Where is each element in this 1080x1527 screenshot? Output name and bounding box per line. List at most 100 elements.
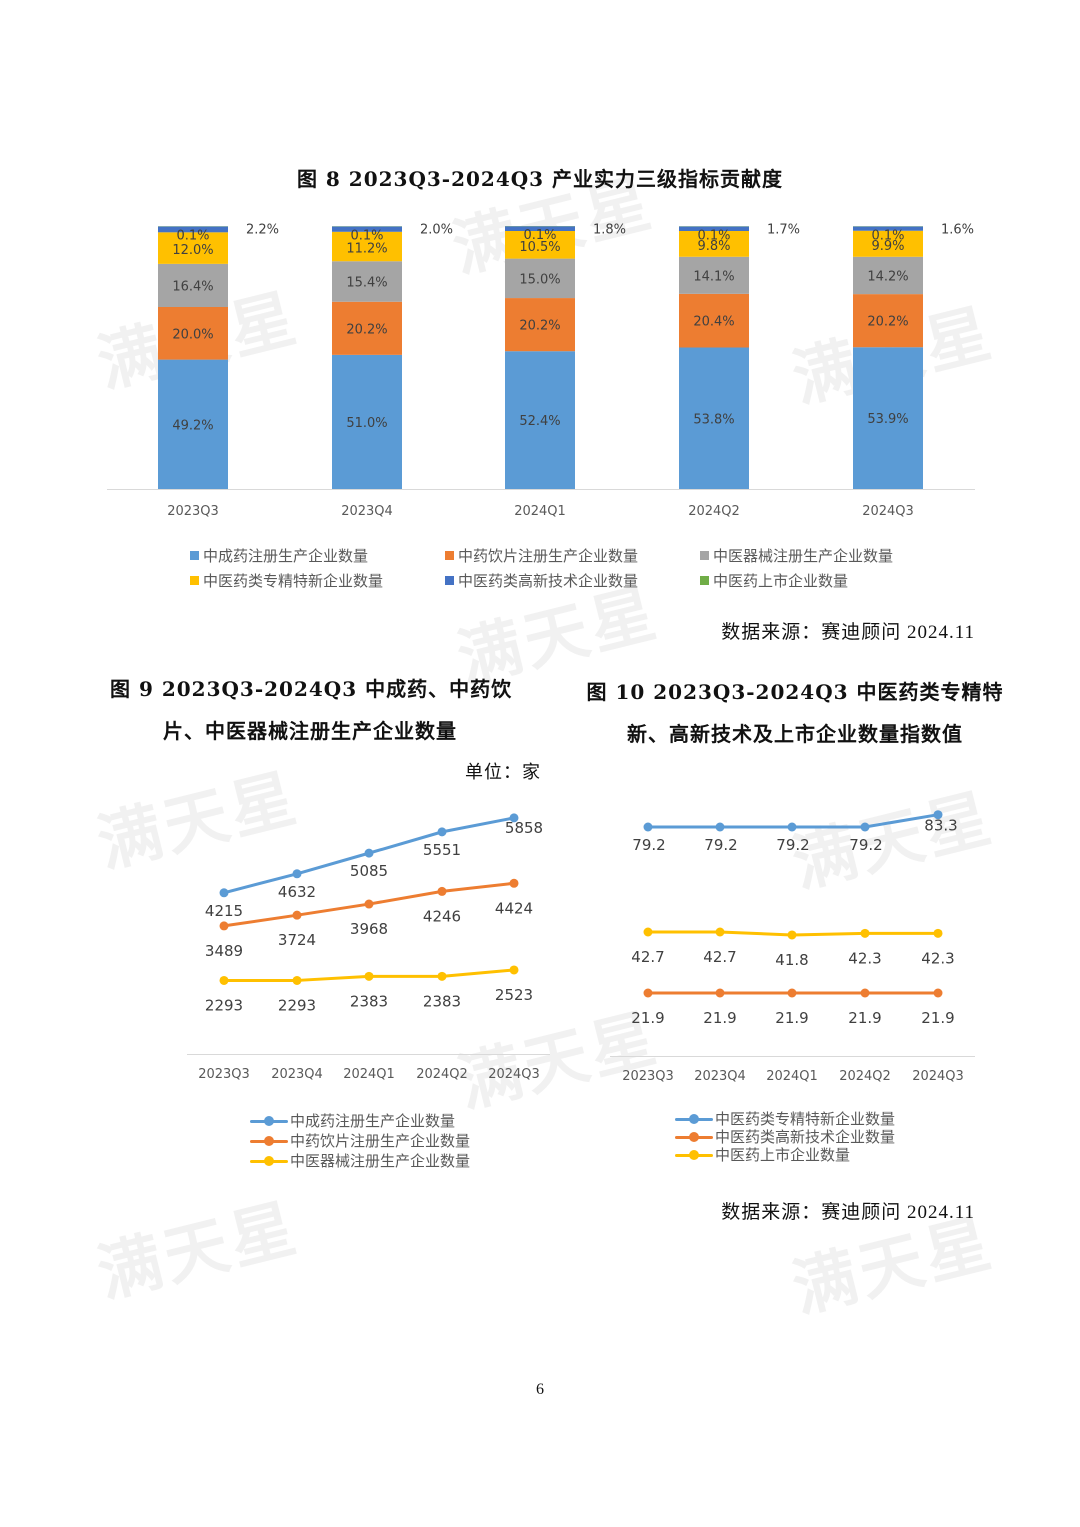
legend-swatch xyxy=(445,551,454,560)
data-label: 3489 xyxy=(205,942,243,960)
legend-label: 中医器械注册生产企业数量 xyxy=(713,547,894,565)
fig10-title-line1: 图 10 2023Q3-2024Q3 中医药类专精特 xyxy=(586,680,1004,704)
data-label: 5085 xyxy=(350,862,388,880)
data-label: 21.9 xyxy=(775,1009,808,1027)
bar-segment xyxy=(853,347,923,489)
bar-segment xyxy=(505,298,575,352)
x-tick-label: 2024Q3 xyxy=(488,1067,540,1082)
legend-swatch xyxy=(675,1131,713,1143)
data-point xyxy=(715,822,725,832)
data-label: 12.0% xyxy=(172,243,213,258)
data-point xyxy=(437,971,447,981)
legend-swatch xyxy=(190,551,199,560)
data-label: 1.7% xyxy=(767,223,800,238)
data-point xyxy=(292,975,302,985)
data-label: 51.0% xyxy=(346,416,387,431)
data-label: 2.0% xyxy=(420,223,453,238)
bar-segment xyxy=(679,293,749,348)
x-tick-label: 2024Q3 xyxy=(862,504,914,519)
legend-item: 中成药注册生产企业数量 xyxy=(250,1110,455,1131)
data-label: 42.3 xyxy=(921,949,954,967)
data-label: 21.9 xyxy=(921,1009,954,1027)
data-label: 42.3 xyxy=(848,949,881,967)
data-point xyxy=(933,810,943,820)
bar-segment xyxy=(679,347,749,489)
data-label: 0.1% xyxy=(871,228,904,243)
data-label: 2383 xyxy=(350,992,388,1010)
data-point xyxy=(364,848,374,858)
fig8-stacked-bar-chart: 49.2% 20.0% 16.4% 12.0% 2.2% 0.1% 2023Q3 51.0% 2… xyxy=(107,222,975,519)
legend-swatch xyxy=(250,1115,288,1127)
x-tick-label: 2024Q2 xyxy=(416,1067,468,1082)
data-label: 11.2% xyxy=(346,242,387,257)
x-tick-label: 2023Q3 xyxy=(167,504,219,519)
bar-segment xyxy=(505,258,575,299)
data-point xyxy=(437,827,447,837)
data-label: 20.4% xyxy=(693,315,734,330)
data-label: 21.9 xyxy=(848,1009,881,1027)
legend-item: 中医药上市企业数量 xyxy=(675,1144,850,1165)
data-label: 49.2% xyxy=(172,418,213,433)
legend-swatch xyxy=(675,1113,713,1125)
legend-label: 中医药类专精特新企业数量 xyxy=(203,572,384,590)
legend-item: 中医药类专精特新企业数量 xyxy=(675,1108,895,1129)
fig9-title-line1: 图 9 2023Q3-2024Q3 中成药、中药饮 xyxy=(110,677,513,701)
legend-label: 中医器械注册生产企业数量 xyxy=(290,1152,471,1170)
data-label: 9.8% xyxy=(697,239,730,254)
data-label: 20.2% xyxy=(519,319,560,334)
legend-item: 中药饮片注册生产企业数量 xyxy=(445,545,638,566)
bar-segment xyxy=(158,263,228,308)
legend-item: 中医药上市企业数量 xyxy=(700,570,848,591)
bar-segment xyxy=(332,231,402,262)
data-label: 0.1% xyxy=(350,228,383,243)
legend-label: 中医药类高新技术企业数量 xyxy=(458,572,639,590)
bar-segment xyxy=(158,307,228,360)
legend-item: 中医药类高新技术企业数量 xyxy=(445,570,638,591)
fig9-title-line2: 片、中医器械注册生产企业数量 xyxy=(163,719,457,743)
bar-segment xyxy=(679,226,749,231)
data-label: 5858 xyxy=(505,819,543,837)
x-tick-label: 2023Q3 xyxy=(622,1069,674,1084)
data-label: 83.3 xyxy=(924,817,957,835)
legend-item: 中医药类专精特新企业数量 xyxy=(190,570,383,591)
data-label: 1.8% xyxy=(593,222,626,237)
data-point xyxy=(787,822,797,832)
legend-item: 中医器械注册生产企业数量 xyxy=(250,1150,470,1171)
legend-swatch xyxy=(700,551,709,560)
bar-segment xyxy=(853,230,923,257)
bar-segment xyxy=(853,256,923,295)
legend-label: 中医药上市企业数量 xyxy=(713,572,849,590)
legend-label: 中医药类高新技术企业数量 xyxy=(715,1128,896,1146)
data-point xyxy=(643,988,653,998)
data-label: 4246 xyxy=(423,907,461,925)
bar-segment xyxy=(332,354,402,489)
data-label: 14.2% xyxy=(867,269,908,284)
data-label: 14.1% xyxy=(693,269,734,284)
data-point xyxy=(437,886,447,896)
fig10-title-line2: 新、高新技术及上市企业数量指数值 xyxy=(627,722,963,746)
data-label: 52.4% xyxy=(519,414,560,429)
data-point xyxy=(643,927,653,937)
legend-item: 中医药类高新技术企业数量 xyxy=(675,1126,895,1147)
data-label: 21.9 xyxy=(703,1009,736,1027)
bar-segment xyxy=(332,301,402,355)
data-label: 53.9% xyxy=(867,412,908,427)
data-label: 9.9% xyxy=(871,239,904,254)
data-label: 4424 xyxy=(495,899,533,917)
data-label: 0.1% xyxy=(697,228,730,243)
x-tick-label: 2024Q1 xyxy=(514,504,566,519)
data-label: 2.2% xyxy=(246,223,279,238)
data-label: 5551 xyxy=(423,841,461,859)
bar-segment xyxy=(853,294,923,348)
data-label: 53.8% xyxy=(693,412,734,427)
fig10-source: 数据来源：赛迪顾问 2024.11 xyxy=(721,1202,975,1223)
data-label: 4632 xyxy=(278,883,316,901)
data-label: 20.2% xyxy=(867,315,908,330)
bar-segment xyxy=(158,232,228,264)
data-label: 41.8 xyxy=(775,951,808,969)
data-point xyxy=(292,869,302,879)
data-point xyxy=(509,878,519,888)
data-label: 16.4% xyxy=(172,279,213,294)
fig9-unit: 单位：家 xyxy=(465,762,541,783)
x-tick-label: 2023Q4 xyxy=(341,504,393,519)
